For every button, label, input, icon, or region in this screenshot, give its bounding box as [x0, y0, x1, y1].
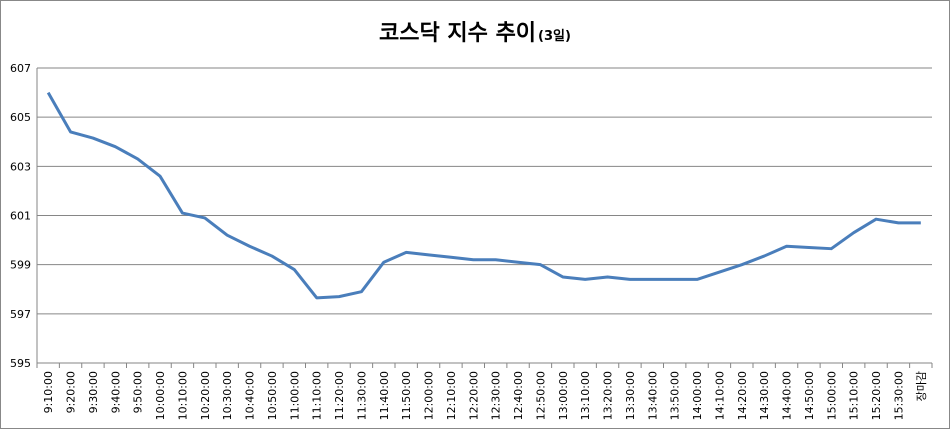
x-tick-label: 12:50:00: [534, 371, 547, 420]
x-tick-label: 14:10:00: [713, 371, 726, 420]
x-tick-label: 15:10:00: [848, 371, 861, 420]
y-tick-label: 605: [10, 111, 31, 124]
y-tick-label: 597: [10, 308, 31, 321]
x-tick-label: 12:00:00: [423, 371, 436, 420]
x-tick-label: 13:10:00: [579, 371, 592, 420]
x-tick-label: 11:10:00: [311, 371, 324, 420]
y-tick-label: 601: [10, 210, 31, 223]
x-tick-label: 15:30:00: [892, 371, 905, 420]
x-tick-label: 12:40:00: [512, 371, 525, 420]
x-tick-label: 9:20:00: [65, 371, 78, 413]
line-series: [46, 91, 921, 300]
y-tick-label: 603: [10, 160, 31, 173]
x-tick-label: 11:40:00: [378, 371, 391, 420]
x-tick-label: 15:20:00: [870, 371, 883, 420]
chart-subtitle: (3일): [538, 29, 571, 44]
x-tick-label: 9:50:00: [132, 371, 145, 413]
x-tick-label: 13:50:00: [669, 371, 682, 420]
x-tick-label: 13:00:00: [557, 371, 570, 420]
x-tick-label: 10:40:00: [244, 371, 257, 420]
x-tick-label: 13:20:00: [602, 371, 615, 420]
x-tick-label: 11:20:00: [333, 371, 346, 420]
y-tick-label: 607: [10, 62, 31, 75]
x-tick-label: 12:20:00: [467, 371, 480, 420]
x-tick-label: 13:40:00: [646, 371, 659, 420]
x-tick-label: 14:40:00: [781, 371, 794, 420]
chart-title: 코스닥 지수 추이: [379, 21, 536, 46]
x-tick-label: 10:30:00: [221, 371, 234, 420]
x-tick-label: 10:20:00: [199, 371, 212, 420]
y-tick-label: 599: [10, 259, 31, 272]
x-tick-label: 10:50:00: [266, 371, 279, 420]
x-tick-label: 11:30:00: [355, 371, 368, 420]
x-tick-label: 10:00:00: [154, 371, 167, 420]
x-tick-label: 14:20:00: [736, 371, 749, 420]
y-tick-label: 595: [10, 357, 31, 370]
x-tick-label: 장마감: [915, 371, 928, 401]
x-tick-label: 12:10:00: [445, 371, 458, 420]
x-tick-label: 11:50:00: [400, 371, 413, 420]
chart-title-group: 코스닥 지수 추이 (3일): [379, 21, 571, 46]
x-tick-label: 12:30:00: [490, 371, 503, 420]
x-tick-label: 15:00:00: [825, 371, 838, 420]
x-tick-label: 14:00:00: [691, 371, 704, 420]
x-tick-label: 14:50:00: [803, 371, 816, 420]
x-tick-label: 9:40:00: [109, 371, 122, 413]
x-tick-label: 14:30:00: [758, 371, 771, 420]
x-tick-label: 10:10:00: [176, 371, 189, 420]
x-tick-label: 9:30:00: [87, 371, 100, 413]
x-tick-label: 11:00:00: [288, 371, 301, 420]
x-tick-label: 13:30:00: [624, 371, 637, 420]
x-tick-label: 9:10:00: [42, 371, 55, 413]
